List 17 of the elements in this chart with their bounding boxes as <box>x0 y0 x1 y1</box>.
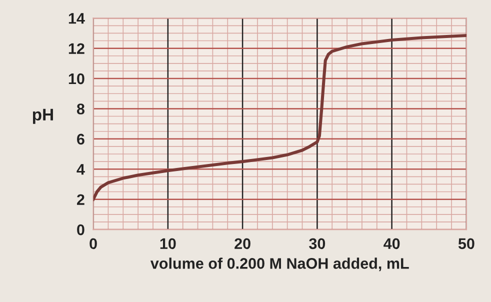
y-tick-label: 14 <box>68 13 85 24</box>
y-tick-label: 6 <box>77 134 84 145</box>
x-axis-title: volume of 0.200 M NaOH added, mL <box>150 258 409 272</box>
y-axis-title: pH <box>32 108 53 124</box>
y-tick-label: 8 <box>76 104 84 114</box>
y-tick-label: 2 <box>76 194 84 205</box>
y-tick-label: 4 <box>76 164 85 175</box>
x-tick-label: 10 <box>160 238 176 250</box>
x-tick-label: 40 <box>384 238 400 250</box>
x-tick-label: 20 <box>234 238 250 250</box>
y-tick-label: 0 <box>77 224 84 236</box>
line-series <box>93 34 466 201</box>
x-tick-label: 30 <box>309 238 326 250</box>
y-tick-label: 10 <box>68 73 84 84</box>
x-tick-label: 0 <box>90 238 97 250</box>
y-tick-label: 12 <box>68 43 84 54</box>
x-tick-label: 50 <box>458 238 474 250</box>
